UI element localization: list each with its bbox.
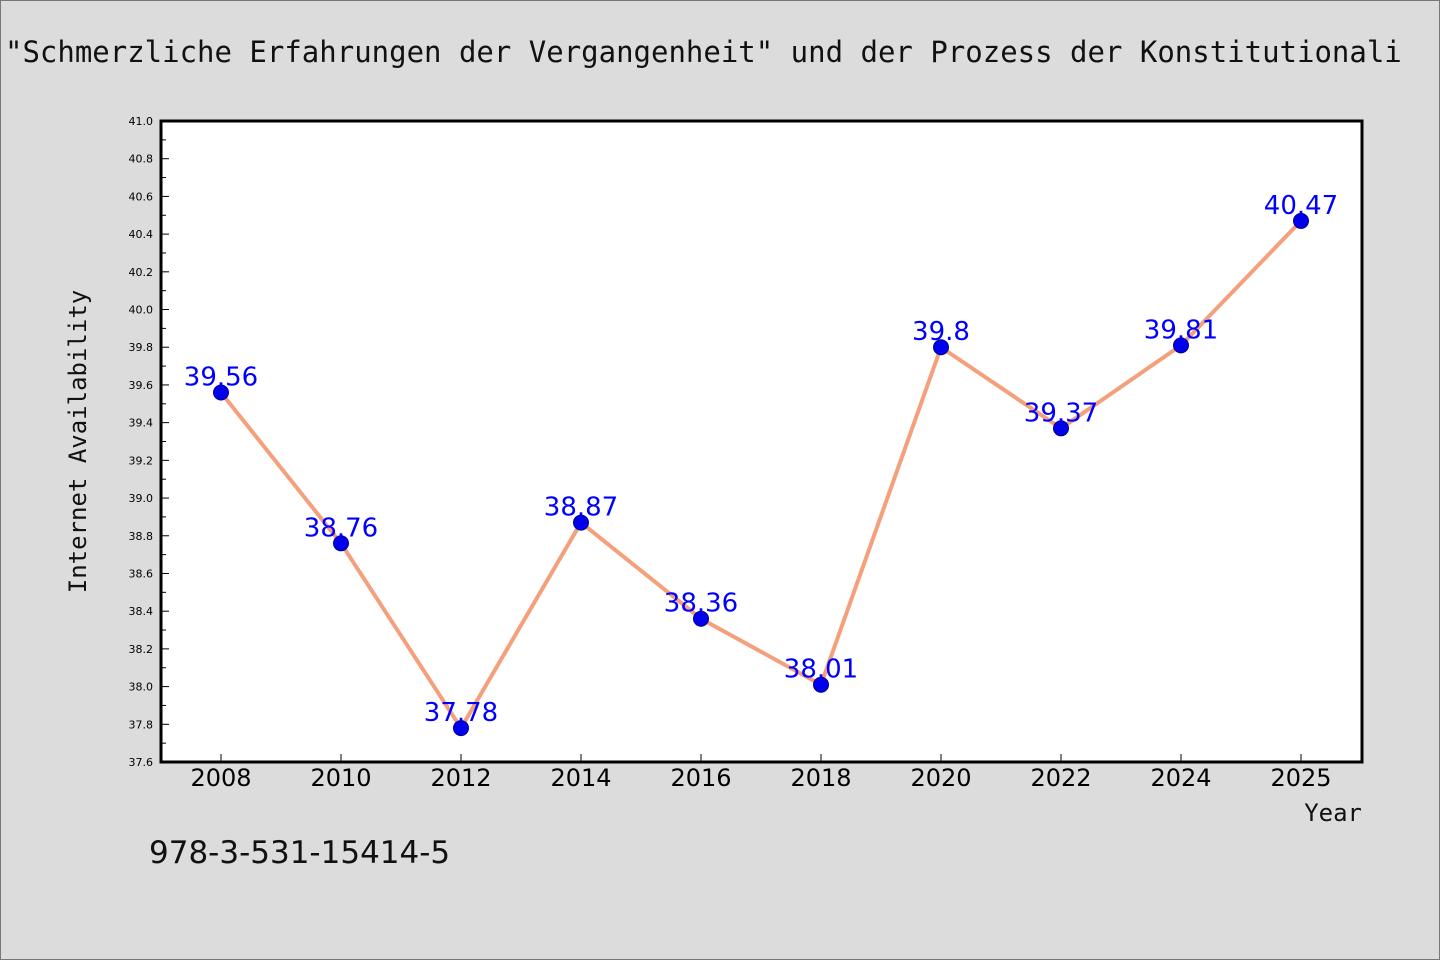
x-tick-label: 2020	[910, 764, 971, 792]
series-line	[219, 219, 1303, 731]
y-tick-label: 39.6	[129, 379, 154, 392]
data-label: 40.47	[1264, 191, 1338, 221]
data-point	[333, 535, 349, 552]
data-point	[213, 384, 229, 401]
data-point	[453, 720, 469, 737]
y-axis: 37.6 37.8 38.0 38.2 38.4 38.6 38.8 39.0 39.2 39.4…	[129, 115, 169, 769]
y-tick-label: 38.8	[129, 530, 154, 543]
data-label: 38.01	[784, 655, 858, 685]
series-layer: 39.56 38.76 37.78 38.87 38.36 38.01 39.8 39.37 3…	[184, 191, 1338, 737]
data-point	[693, 610, 709, 627]
y-axis-label: Internet Availability	[64, 290, 92, 593]
x-tick-label: 2010	[310, 764, 371, 792]
x-axis-label: Year	[1304, 799, 1362, 827]
data-label: 39.8	[912, 317, 970, 347]
y-tick-label: 40.6	[129, 190, 154, 203]
data-label: 39.56	[184, 362, 258, 392]
data-point	[933, 339, 949, 356]
y-tick-label: 39.2	[129, 454, 154, 467]
data-point	[813, 676, 829, 693]
data-point	[573, 514, 589, 531]
x-tick-label: 2022	[1030, 764, 1091, 792]
data-label: 38.36	[664, 589, 738, 619]
data-label: 39.37	[1024, 398, 1098, 428]
y-tick-label: 38.6	[129, 567, 154, 580]
y-tick-label: 39.4	[129, 417, 154, 430]
x-tick-label: 2025	[1270, 764, 1331, 792]
y-tick-label: 40.8	[129, 153, 154, 166]
x-axis: 2008 2010 2012 2014 2016 2018 2020 2022 2024 2025	[190, 754, 1332, 792]
x-tick-label: 2012	[430, 764, 491, 792]
y-tick-label: 40.2	[129, 266, 154, 279]
data-label: 38.87	[544, 493, 618, 523]
y-tick-label: 38.0	[129, 681, 154, 694]
chart-title: "Schmerzliche Erfahrungen der Vergangenh…	[5, 35, 1402, 69]
x-tick-label: 2018	[790, 764, 851, 792]
y-tick-label: 40.0	[129, 304, 154, 317]
y-tick-label: 37.6	[129, 756, 154, 769]
x-tick-label: 2016	[670, 764, 731, 792]
x-tick-label: 2008	[190, 764, 251, 792]
isbn-footer: 978-3-531-15414-5	[149, 835, 451, 871]
y-tick-label: 40.4	[129, 228, 154, 241]
y-tick-label: 37.8	[129, 718, 154, 731]
y-tick-label: 38.2	[129, 643, 154, 656]
data-label: 38.76	[304, 513, 378, 543]
x-tick-label: 2014	[550, 764, 611, 792]
data-label: 39.81	[1144, 315, 1218, 345]
data-point	[1173, 337, 1189, 354]
data-point	[1293, 212, 1309, 229]
y-tick-label: 38.4	[129, 605, 154, 618]
data-label: 37.78	[424, 698, 498, 728]
plot-border	[159, 119, 1364, 764]
y-tick-label: 41.0	[129, 115, 154, 128]
x-tick-label: 2024	[1150, 764, 1211, 792]
y-tick-label: 39.0	[129, 492, 154, 505]
data-point	[1053, 420, 1069, 437]
plot-area	[161, 121, 1362, 762]
y-tick-label: 39.8	[129, 341, 154, 354]
